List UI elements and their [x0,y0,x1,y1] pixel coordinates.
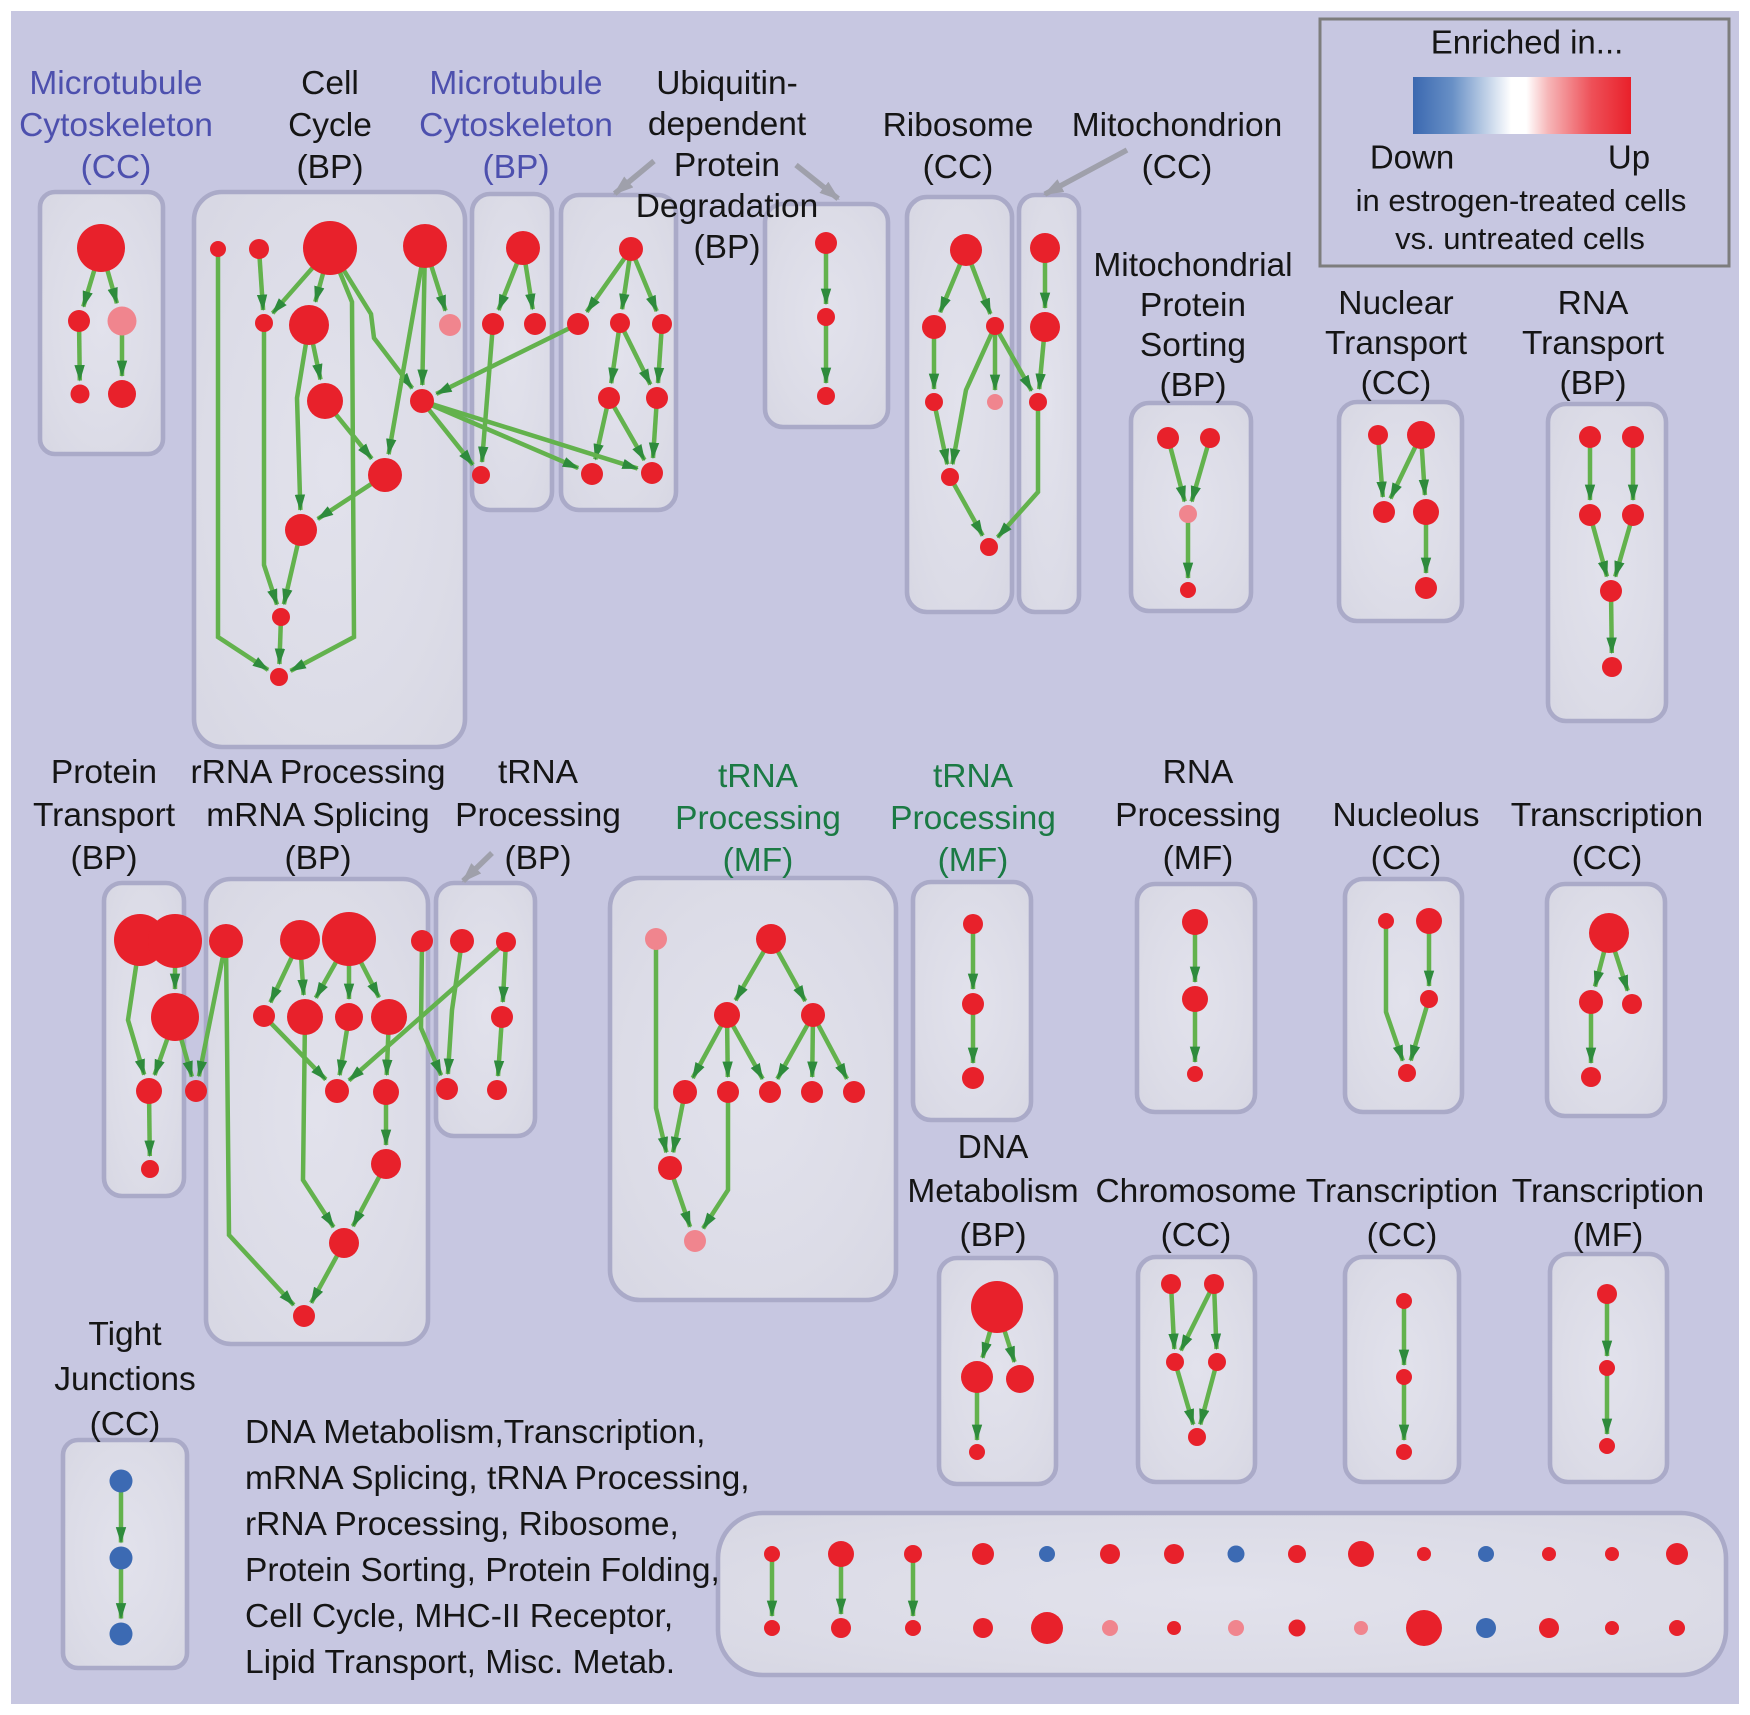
svg-text:tRNA: tRNA [718,758,799,795]
svg-text:(CC): (CC) [1142,149,1213,186]
svg-text:Cycle: Cycle [288,107,372,144]
svg-text:Cytoskeleton: Cytoskeleton [419,107,613,144]
svg-text:Microtubule: Microtubule [429,65,602,102]
svg-text:Down: Down [1370,139,1454,176]
svg-text:Transcription: Transcription [1511,797,1703,834]
svg-text:Chromosome: Chromosome [1095,1173,1296,1210]
svg-text:dependent: dependent [648,106,807,143]
svg-text:vs. untreated cells: vs. untreated cells [1395,221,1645,256]
svg-text:(BP): (BP) [285,840,352,877]
svg-text:(BP): (BP) [1160,367,1227,404]
svg-text:(CC): (CC) [923,149,994,186]
svg-text:tRNA: tRNA [498,754,579,791]
svg-text:tRNA: tRNA [933,758,1014,795]
svg-text:Cell: Cell [301,65,359,102]
svg-text:Mitochondrion: Mitochondrion [1072,107,1282,144]
svg-text:(CC): (CC) [90,1406,161,1443]
svg-text:(BP): (BP) [505,840,572,877]
svg-text:Protein Sorting, Protein Foldi: Protein Sorting, Protein Folding, [245,1552,720,1589]
svg-text:Transport: Transport [33,797,176,834]
svg-text:Protein: Protein [674,147,780,184]
svg-text:Enriched in...: Enriched in... [1431,24,1624,61]
svg-text:Microtubule: Microtubule [29,65,202,102]
svg-text:Protein: Protein [1140,287,1246,324]
svg-text:RNA: RNA [1558,285,1629,322]
svg-text:Cytoskeleton: Cytoskeleton [19,107,213,144]
svg-text:Cell Cycle, MHC-II Receptor,: Cell Cycle, MHC-II Receptor, [245,1598,673,1635]
svg-text:rRNA Processing, Ribosome,: rRNA Processing, Ribosome, [245,1506,679,1543]
svg-text:(BP): (BP) [960,1217,1027,1254]
svg-text:Ribosome: Ribosome [883,107,1034,144]
svg-text:Transcription: Transcription [1512,1173,1704,1210]
svg-text:RNA: RNA [1163,754,1234,791]
svg-text:(MF): (MF) [723,842,794,879]
svg-text:Transport: Transport [1325,325,1468,362]
svg-text:(CC): (CC) [1361,365,1432,402]
svg-text:mRNA Splicing: mRNA Splicing [206,797,429,834]
svg-text:Processing: Processing [455,797,621,834]
svg-text:Tight: Tight [88,1316,162,1353]
svg-text:(BP): (BP) [1560,365,1627,402]
svg-text:(MF): (MF) [1163,840,1234,877]
svg-text:(BP): (BP) [483,149,550,186]
svg-text:(BP): (BP) [694,229,761,266]
svg-text:Nuclear: Nuclear [1338,285,1453,322]
svg-text:Mitochondrial: Mitochondrial [1093,247,1292,284]
svg-text:(CC): (CC) [1161,1217,1232,1254]
svg-text:Transport: Transport [1522,325,1665,362]
svg-text:Up: Up [1608,139,1650,176]
svg-text:rRNA Processing: rRNA Processing [190,754,445,791]
svg-text:Junctions: Junctions [54,1361,196,1398]
svg-text:Sorting: Sorting [1140,327,1246,364]
svg-text:DNA: DNA [958,1129,1029,1166]
svg-text:Degradation: Degradation [636,188,819,225]
svg-text:(CC): (CC) [81,149,152,186]
svg-text:(BP): (BP) [71,840,138,877]
svg-text:(MF): (MF) [938,842,1009,879]
svg-text:Processing: Processing [675,800,841,837]
svg-text:Ubiquitin-: Ubiquitin- [656,65,798,102]
svg-text:(MF): (MF) [1573,1217,1644,1254]
svg-text:in estrogen-treated cells: in estrogen-treated cells [1356,183,1687,218]
svg-text:(CC): (CC) [1572,840,1643,877]
svg-text:DNA Metabolism,Transcription,: DNA Metabolism,Transcription, [245,1414,705,1451]
svg-text:Processing: Processing [1115,797,1281,834]
svg-text:Metabolism: Metabolism [907,1173,1078,1210]
svg-text:(BP): (BP) [297,149,364,186]
svg-text:Transcription: Transcription [1306,1173,1498,1210]
svg-text:Processing: Processing [890,800,1056,837]
svg-text:Protein: Protein [51,754,157,791]
svg-text:Nucleolus: Nucleolus [1332,797,1479,834]
svg-text:(CC): (CC) [1367,1217,1438,1254]
svg-text:mRNA Splicing, tRNA Processing: mRNA Splicing, tRNA Processing, [245,1460,750,1497]
svg-text:(CC): (CC) [1371,840,1442,877]
svg-text:Lipid Transport, Misc. Metab.: Lipid Transport, Misc. Metab. [245,1644,675,1681]
